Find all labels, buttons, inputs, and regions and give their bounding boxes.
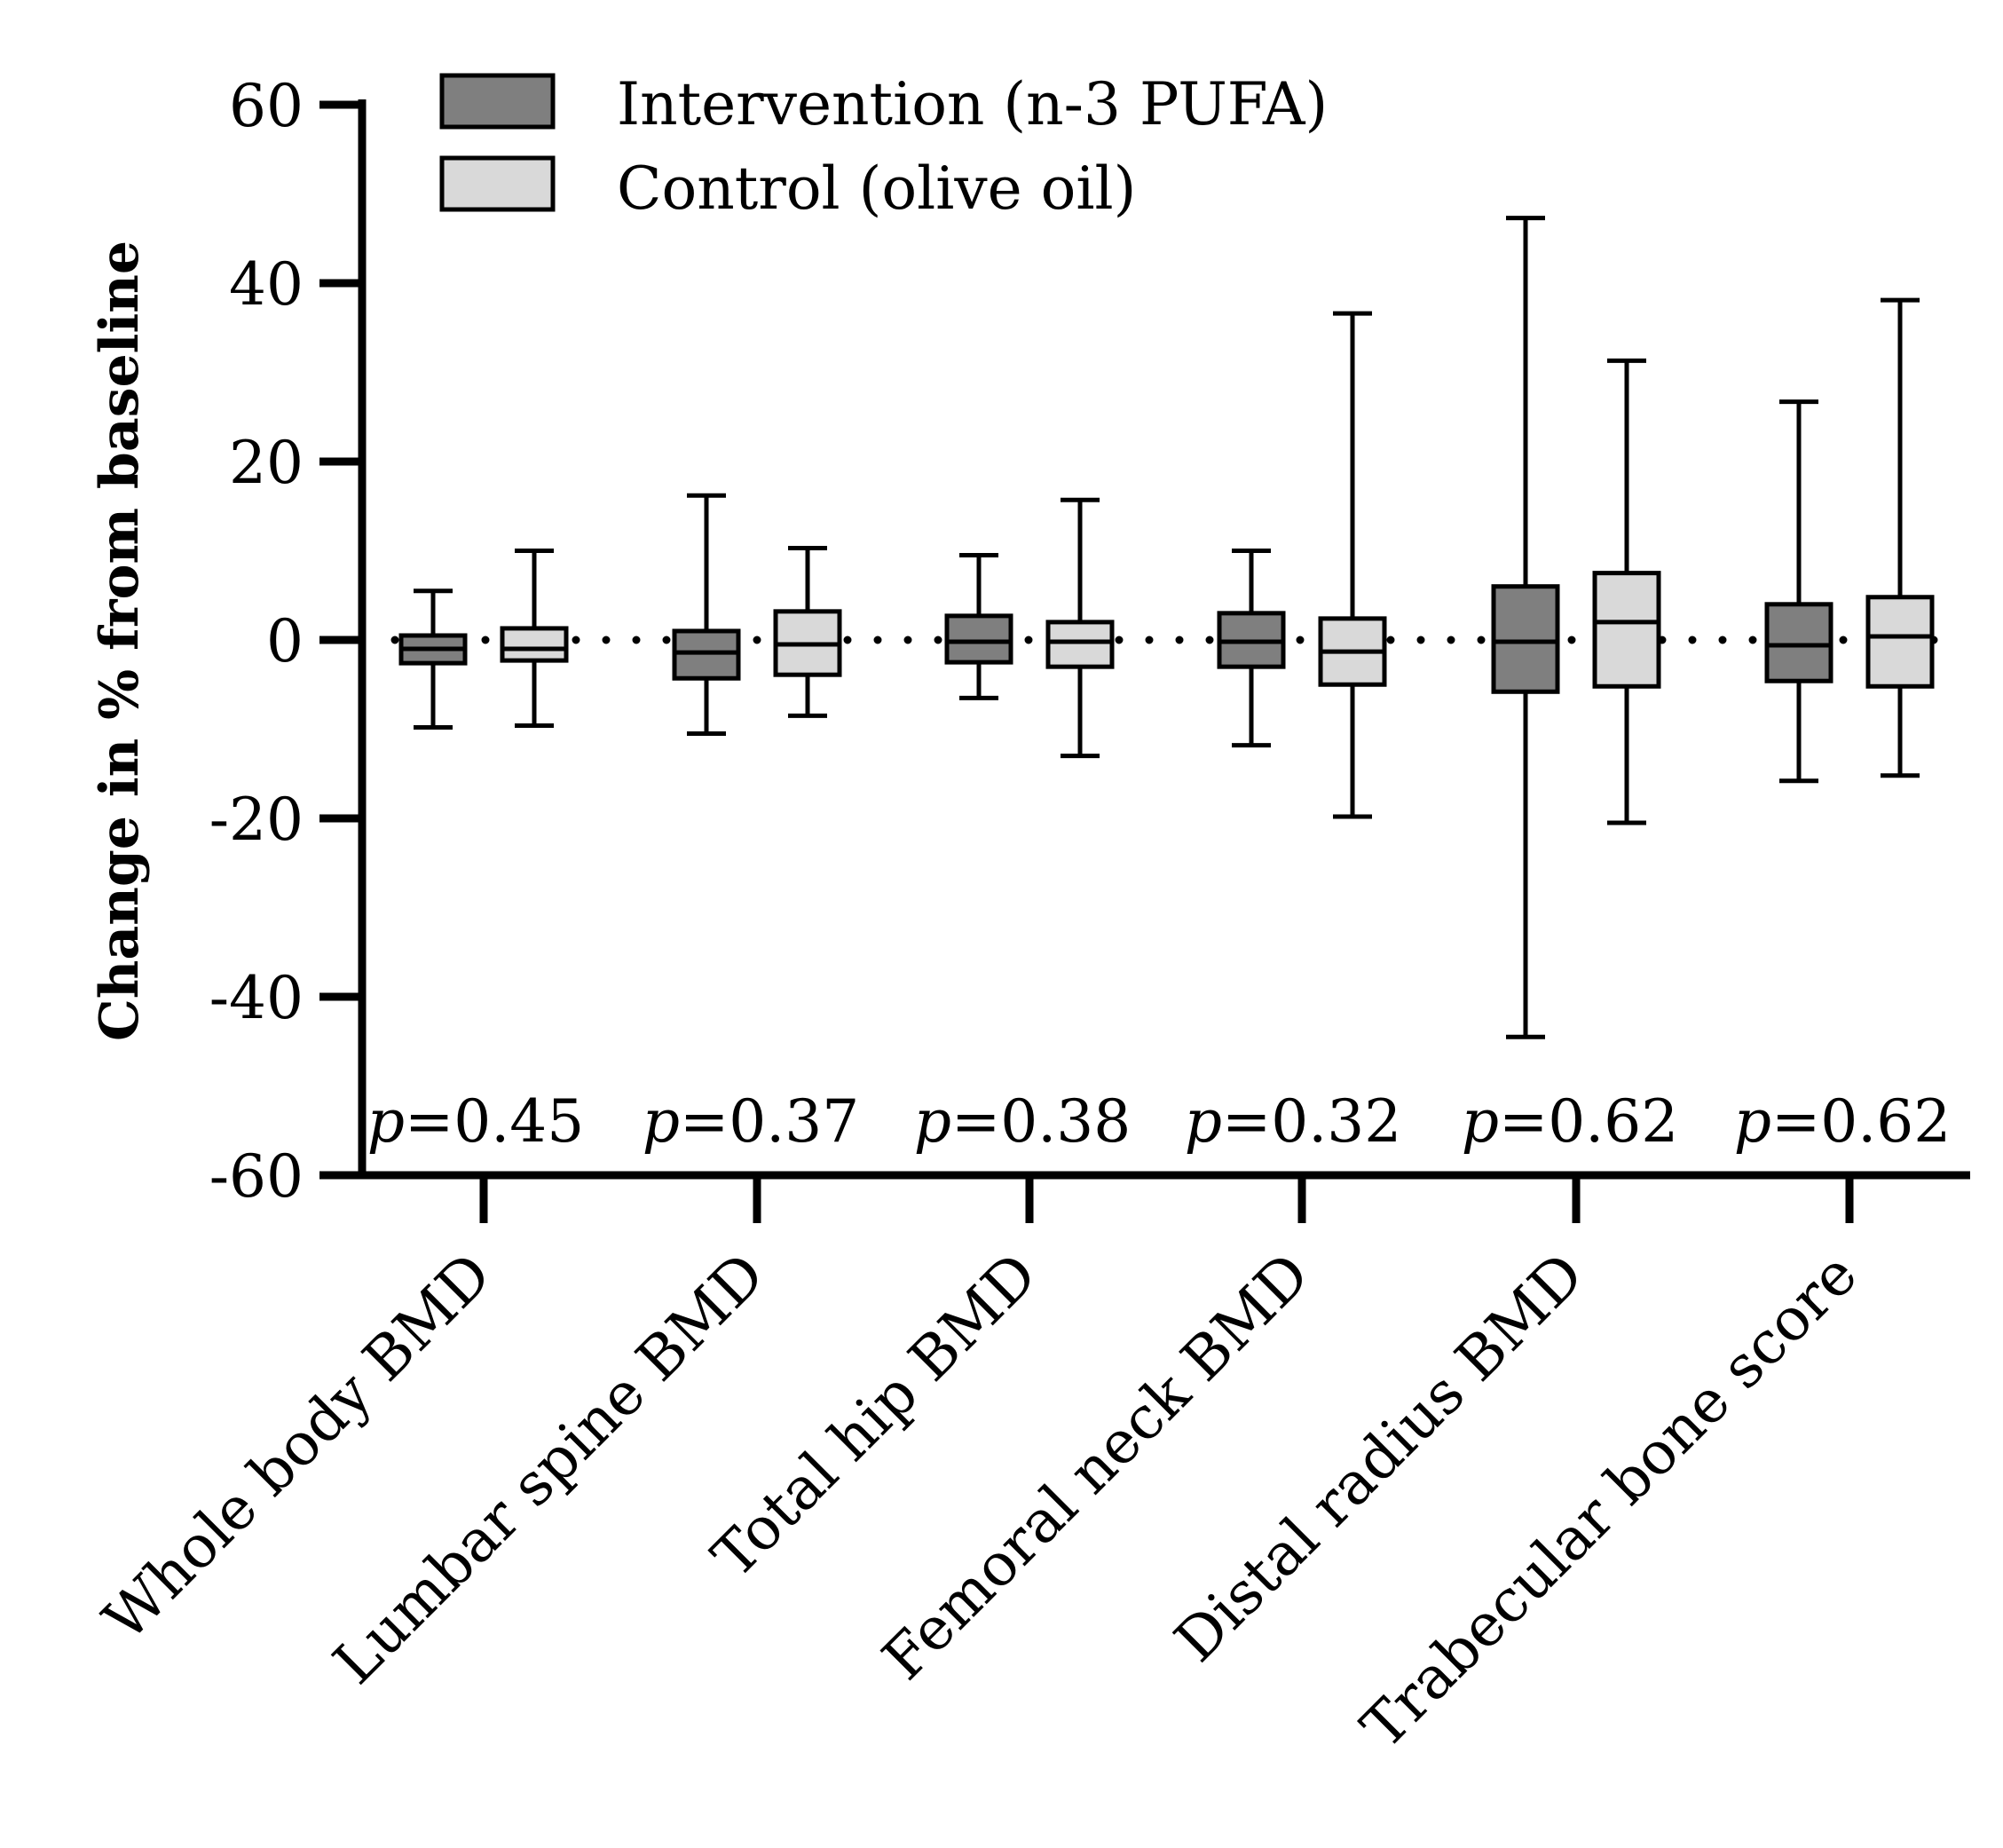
box-control — [500, 549, 569, 728]
box-intervention — [1491, 216, 1560, 1039]
p-value-labels: p=0.45 p=0.37 p=0.38 p=0.32 p=0.62 p=0.62 — [367, 1087, 1952, 1156]
y-tick-label: -40 — [209, 964, 304, 1032]
box-intervention — [398, 588, 468, 730]
p-symbol: p — [1734, 1087, 1771, 1156]
box-control — [1592, 358, 1661, 825]
legend-label-control: Control (olive oil) — [617, 154, 1136, 223]
box-iqr — [1592, 571, 1661, 689]
p-value-number: =0.62 — [1771, 1087, 1951, 1156]
p-symbol: p — [914, 1087, 951, 1156]
y-tick-label: 20 — [229, 429, 304, 497]
p-symbol: p — [1185, 1087, 1222, 1156]
box-control — [1045, 497, 1115, 759]
p-value-label: p=0.37 — [643, 1087, 860, 1156]
y-tick-label: 60 — [229, 72, 304, 140]
y-tick-label: -20 — [209, 786, 304, 854]
box-iqr — [944, 613, 1013, 665]
legend-swatch-intervention — [439, 73, 556, 130]
p-value-number: =0.62 — [1499, 1087, 1678, 1156]
box-iqr — [500, 626, 569, 663]
box-iqr — [1491, 584, 1560, 694]
box-control — [1865, 297, 1935, 778]
p-value-label: p=0.62 — [1734, 1087, 1952, 1156]
p-value-number: =0.37 — [680, 1087, 859, 1156]
y-axis-title: Change in % from baseline — [89, 241, 151, 1041]
box-iqr — [1764, 602, 1833, 683]
box-control — [1318, 311, 1387, 819]
p-value-label: p=0.62 — [1462, 1087, 1679, 1156]
box-iqr — [1045, 620, 1115, 669]
box-intervention — [1217, 549, 1286, 748]
legend: Intervention (n-3 PUFA) Control (olive o… — [439, 70, 1328, 223]
y-tick-label: -60 — [209, 1142, 304, 1211]
box-intervention — [1764, 399, 1833, 784]
p-symbol: p — [367, 1087, 405, 1156]
p-value-label: p=0.32 — [1185, 1087, 1402, 1156]
box-intervention — [672, 493, 741, 737]
box-iqr — [1865, 595, 1935, 689]
p-value-label: p=0.45 — [367, 1087, 585, 1156]
box-intervention — [944, 553, 1013, 700]
box-control — [773, 545, 842, 718]
p-symbol: p — [643, 1087, 680, 1156]
box-iqr — [672, 628, 741, 681]
x-axis-ticks — [479, 1175, 1854, 1223]
p-symbol: p — [1462, 1087, 1499, 1156]
p-value-label: p=0.38 — [914, 1087, 1132, 1156]
p-value-number: =0.32 — [1222, 1087, 1401, 1156]
legend-label-intervention: Intervention (n-3 PUFA) — [617, 70, 1328, 138]
p-value-number: =0.38 — [951, 1087, 1131, 1156]
boxplot-series — [398, 216, 1935, 1039]
y-tick-label: 0 — [266, 607, 304, 675]
y-tick-label: 40 — [229, 250, 304, 319]
category-label: Trabecular bone score — [1348, 1240, 1870, 1762]
legend-swatch-control — [439, 155, 556, 212]
y-axis-ticks: -60 -40 -20 0 20 40 60 — [209, 72, 362, 1211]
p-value-number: =0.45 — [405, 1087, 584, 1156]
